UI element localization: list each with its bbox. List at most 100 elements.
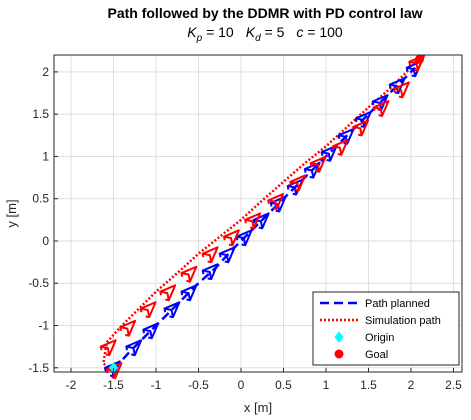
- y-tick-label: -1: [38, 319, 49, 333]
- robot-planned: [142, 322, 160, 340]
- legend-label-goal: Goal: [365, 349, 388, 361]
- robot-simulated-wheel-right: [398, 95, 403, 99]
- robot-simulated-wheel-right: [414, 68, 418, 72]
- y-tick-label: 1.5: [32, 107, 49, 121]
- robot-simulated: [331, 138, 349, 156]
- robot-simulated-body: [201, 246, 219, 264]
- robot-planned: [201, 263, 219, 281]
- robot-planned-wheel-right: [275, 209, 280, 213]
- plot-area-frame: [53, 54, 463, 373]
- robot-planned: [218, 246, 236, 264]
- robot-planned-wheel-right: [109, 374, 114, 378]
- robot-planned-body: [303, 161, 321, 179]
- robot-simulated-wheel-left: [267, 200, 270, 205]
- robot-planned-wheel-right: [411, 74, 416, 78]
- robot-simulated-body: [139, 301, 157, 319]
- robot-planned-body: [163, 301, 181, 319]
- robot-simulated-wheel-right: [357, 133, 362, 137]
- robot-planned-wheel-left: [337, 135, 341, 140]
- robot-planned-wheel-left: [286, 185, 290, 190]
- robot-simulated: [309, 155, 327, 173]
- robot-simulated-body: [393, 81, 410, 99]
- c-symbol: c: [296, 24, 303, 40]
- robot-simulated-wheel-right: [228, 243, 233, 247]
- x-tick-label: -2: [66, 378, 77, 392]
- legend-swatch-goal: [334, 349, 344, 359]
- robot-planned-wheel-left: [163, 308, 167, 313]
- robot-simulated-wheel-right: [125, 333, 129, 337]
- robot-planned-body: [218, 246, 236, 264]
- robot-simulated-wheel-right: [295, 188, 299, 192]
- robot-planned-wheel-left: [320, 152, 324, 156]
- robot-planned: [405, 60, 423, 78]
- robot-simulated-wheel-right: [186, 279, 191, 283]
- robot-planned-wheel-left: [303, 168, 307, 173]
- robot-simulated-wheel-left: [372, 107, 376, 112]
- robot-planned-wheel-right: [169, 315, 174, 319]
- robot-simulated: [372, 100, 390, 117]
- robot-simulated: [180, 265, 198, 283]
- robot-planned-wheel-right: [258, 226, 263, 230]
- robot-planned-wheel-left: [269, 202, 273, 207]
- origin-marker: [108, 361, 119, 374]
- robot-simulated: [289, 174, 307, 192]
- robot-simulated-wheel-left: [352, 126, 355, 131]
- robot-planned-wheel-left: [104, 367, 107, 372]
- robot-planned: [125, 339, 143, 357]
- robot-planned-wheel-left: [180, 291, 184, 296]
- robot-planned-body: [125, 339, 143, 357]
- y-tick-label: -1.5: [28, 361, 49, 375]
- robot-planned-wheel-right: [186, 298, 191, 302]
- robot-planned-wheel-left: [142, 329, 146, 334]
- robot-simulated: [352, 119, 370, 137]
- robot-simulated-body: [223, 229, 240, 247]
- robot-planned-body: [371, 94, 389, 111]
- robot-simulated-wheel-left: [99, 346, 103, 351]
- x-tick-label: -1: [151, 378, 162, 392]
- robot-simulated: [201, 246, 219, 264]
- robot-simulated-wheel-right: [249, 226, 254, 230]
- robot-simulated: [223, 229, 240, 247]
- c-value: = 100: [303, 24, 343, 40]
- x-tick-label: 1.5: [360, 378, 377, 392]
- robot-simulated-body: [180, 265, 198, 283]
- x-tick-label: 1: [323, 378, 330, 392]
- robot-simulated-wheel-left: [408, 61, 412, 66]
- robot-simulated-body: [244, 212, 262, 230]
- x-tick-label: 0: [238, 378, 245, 392]
- robot-simulated-body: [159, 284, 177, 302]
- robot-planned-wheel-right: [309, 175, 314, 179]
- marker-layer: [108, 54, 424, 374]
- x-tick-label: -0.5: [188, 378, 209, 392]
- robot-simulated-wheel-left: [180, 272, 184, 277]
- robot-planned-body: [142, 322, 160, 340]
- robot-simulated-body: [99, 339, 117, 357]
- robot-simulated-body: [352, 119, 370, 137]
- robot-planned-body: [388, 77, 406, 95]
- legend-label-origin: Origin: [365, 332, 394, 344]
- robot-simulated-wheel-right: [207, 260, 212, 264]
- x-axis-label: x [m]: [244, 400, 272, 415]
- robot-simulated-body: [119, 319, 137, 337]
- robot-planned-wheel-right: [360, 125, 365, 128]
- tick-layer: -2 -1.5 -1 -0.5 0 0.5 1 1.5 2 2.5 -1.5 -1 -0.5 0 0.5 1 1…: [28, 65, 462, 392]
- robot-simulated-body: [267, 193, 285, 210]
- robot-planned-wheel-right: [207, 277, 212, 281]
- x-tick-label: 2: [408, 378, 415, 392]
- robot-planned-wheel-right: [292, 192, 297, 196]
- robot-planned: [303, 161, 321, 179]
- robot-simulated-wheel-left: [244, 219, 247, 224]
- series-line-1: [101, 58, 419, 371]
- kp-subscript: p: [196, 33, 203, 44]
- robot-simulated-body: [408, 54, 426, 72]
- robot-simulated-wheel-right: [315, 169, 320, 173]
- robot-simulated-wheel-left: [201, 253, 205, 258]
- robot-simulated: [139, 301, 157, 319]
- robot-simulated-wheel-right: [105, 353, 110, 357]
- robot-planned-wheel-right: [131, 353, 135, 357]
- legend: Path planned Simulation path Origin Goal: [312, 291, 460, 366]
- robot-simulated-wheel-left: [119, 327, 123, 331]
- robot-simulated-wheel-right: [145, 315, 150, 319]
- robot-simulated-body: [289, 174, 307, 192]
